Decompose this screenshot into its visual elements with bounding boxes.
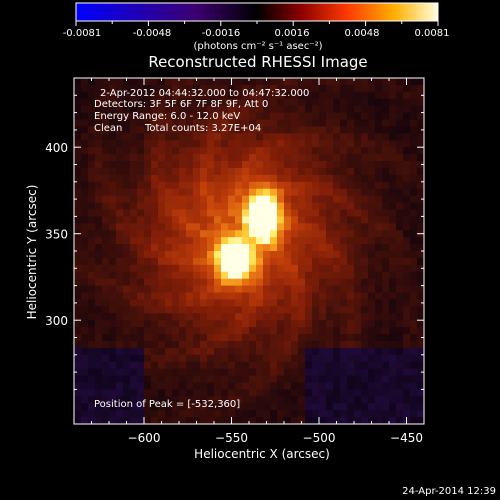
colorbar-tick-label: 0.0048 (345, 28, 380, 39)
image-pixels (74, 78, 424, 424)
colorbar-tick-label: -0.0048 (133, 28, 172, 39)
y-tick-label: 350 (45, 228, 68, 242)
axis-tick-labels: −600 −550 −500 −450 300 350 400 (45, 141, 423, 445)
total-counts-text: Total counts: 3.27E+04 (144, 123, 261, 134)
colorbar-tick-label: 0.0081 (415, 28, 450, 39)
peak-position-text: Position of Peak = [-532,360] (94, 399, 240, 410)
colorbar: -0.0081 -0.0048 -0.0016 0.0016 0.0048 0.… (63, 2, 450, 52)
colorbar-tick-label: -0.0016 (202, 28, 241, 39)
axis-ticks (73, 77, 425, 425)
x-tick-label: −450 (390, 431, 423, 445)
colorbar-unit-label: (photons cm⁻² s⁻¹ asec⁻²) (193, 41, 322, 52)
x-tick-label: −600 (128, 431, 161, 445)
colorbar-ticks (75, 21, 439, 26)
rhessi-image (74, 78, 424, 424)
time-range-text: 2-Apr-2012 04:44:32.000 to 04:47:32.000 (100, 88, 309, 99)
y-tick-label: 300 (45, 314, 68, 328)
x-tick-label: −500 (303, 431, 336, 445)
colorbar-tick-label: -0.0081 (63, 28, 102, 39)
info-annotations: 2-Apr-2012 04:44:32.000 to 04:47:32.000 … (94, 88, 309, 134)
plot-title: Reconstructed RHESSI Image (148, 53, 367, 71)
colorbar-gradient (75, 2, 439, 22)
algorithm-text: Clean (94, 123, 122, 134)
x-axis-title: Heliocentric X (arcsec) (194, 447, 330, 461)
detectors-text: Detectors: 3F 5F 6F 7F 8F 9F, Att 0 (94, 99, 268, 110)
y-tick-label: 400 (45, 141, 68, 155)
energy-range-text: Energy Range: 6.0 - 12.0 keV (94, 111, 240, 122)
x-tick-label: −550 (215, 431, 248, 445)
colorbar-tick-label: 0.0016 (275, 28, 310, 39)
timestamp: 24-Apr-2014 12:39 (402, 486, 496, 497)
y-axis-title: Heliocentric Y (arcsec) (25, 185, 39, 320)
